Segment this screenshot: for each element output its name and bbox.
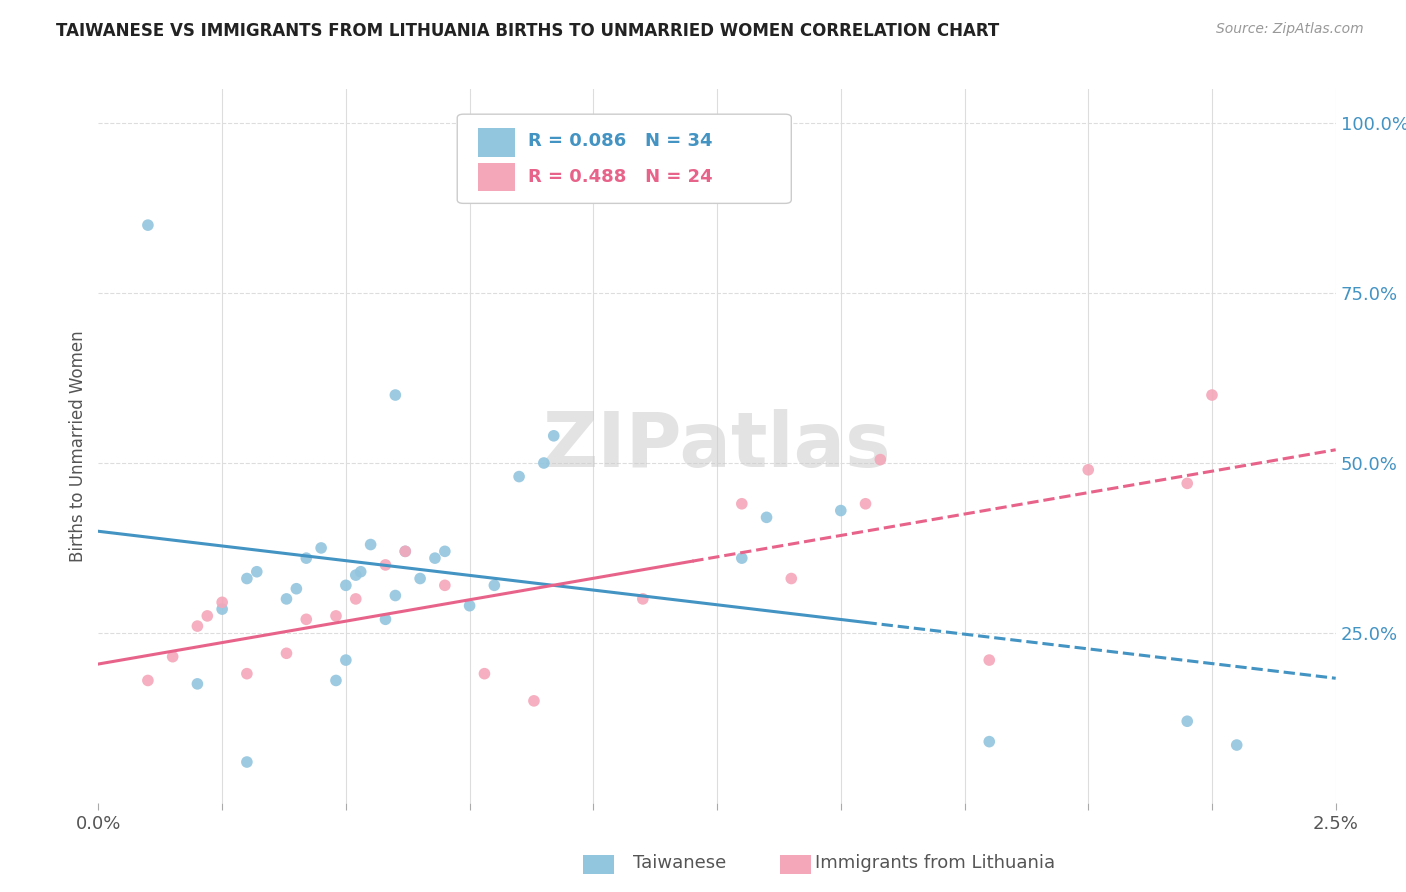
Point: [325, 673, 347, 688]
Point: [1175, 476, 1198, 491]
Point: [335, 653, 357, 667]
Point: [1201, 388, 1223, 402]
Point: [186, 677, 208, 691]
Text: Taiwanese: Taiwanese: [633, 855, 725, 872]
Point: [631, 591, 654, 606]
Point: [195, 608, 218, 623]
FancyBboxPatch shape: [457, 114, 792, 203]
Text: TAIWANESE VS IMMIGRANTS FROM LITHUANIA BIRTHS TO UNMARRIED WOMEN CORRELATION CHA: TAIWANESE VS IMMIGRANTS FROM LITHUANIA B…: [56, 22, 1000, 40]
Point: [344, 591, 367, 606]
Text: Source: ZipAtlas.com: Source: ZipAtlas.com: [1216, 22, 1364, 37]
Text: R = 0.086   N = 34: R = 0.086 N = 34: [527, 132, 713, 150]
Point: [855, 497, 877, 511]
Point: [309, 541, 332, 555]
Point: [295, 551, 318, 566]
Point: [508, 469, 530, 483]
Point: [136, 218, 159, 232]
Point: [780, 572, 803, 586]
Point: [335, 578, 357, 592]
Point: [458, 599, 481, 613]
Point: [325, 608, 347, 623]
Point: [285, 582, 308, 596]
Point: [979, 734, 1001, 748]
Point: [533, 456, 555, 470]
Point: [830, 503, 852, 517]
Point: [186, 619, 208, 633]
Point: [136, 673, 159, 688]
FancyBboxPatch shape: [478, 128, 516, 157]
Point: [295, 612, 318, 626]
Point: [1077, 463, 1099, 477]
Point: [979, 653, 1001, 667]
Point: [869, 452, 891, 467]
Point: [474, 666, 496, 681]
Point: [236, 755, 259, 769]
Point: [1175, 714, 1198, 729]
Point: [755, 510, 778, 524]
Point: [374, 558, 396, 572]
Point: [276, 646, 298, 660]
Point: [374, 612, 396, 626]
Point: [350, 565, 373, 579]
Point: [162, 649, 184, 664]
Point: [433, 578, 456, 592]
Text: R = 0.488   N = 24: R = 0.488 N = 24: [527, 168, 713, 186]
Point: [246, 565, 269, 579]
Point: [433, 544, 456, 558]
Point: [384, 388, 406, 402]
FancyBboxPatch shape: [478, 162, 516, 191]
Point: [211, 595, 233, 609]
Point: [211, 602, 233, 616]
Point: [731, 497, 754, 511]
Point: [344, 568, 367, 582]
Point: [360, 537, 382, 551]
Y-axis label: Births to Unmarried Women: Births to Unmarried Women: [69, 330, 87, 562]
Text: ZIPatlas: ZIPatlas: [543, 409, 891, 483]
Point: [523, 694, 546, 708]
Text: Immigrants from Lithuania: Immigrants from Lithuania: [815, 855, 1056, 872]
Point: [731, 551, 754, 566]
Point: [394, 544, 416, 558]
Point: [423, 551, 446, 566]
Point: [384, 589, 406, 603]
Point: [484, 578, 506, 592]
Point: [543, 429, 565, 443]
Point: [394, 544, 416, 558]
Point: [276, 591, 298, 606]
Point: [236, 666, 259, 681]
Point: [1226, 738, 1249, 752]
Point: [236, 572, 259, 586]
Point: [409, 572, 432, 586]
